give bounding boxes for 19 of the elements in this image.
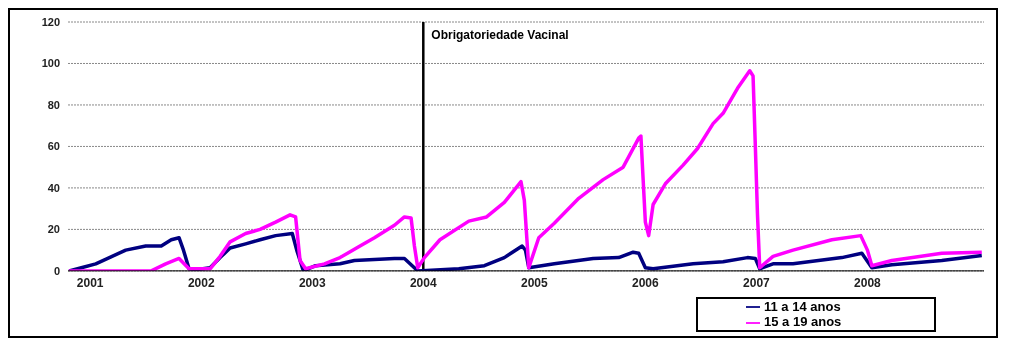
y-tick-label: 100 xyxy=(41,57,60,70)
line-series xyxy=(68,68,984,271)
y-tick-label: 0 xyxy=(53,264,60,277)
x-tick-label: 2002 xyxy=(187,276,215,291)
x-tick-label: 2006 xyxy=(632,276,660,291)
x-tick-label: 2003 xyxy=(298,276,326,291)
y-tick-label: 20 xyxy=(47,223,60,236)
x-tick-label: 2007 xyxy=(743,276,771,291)
x-tick-label: 2008 xyxy=(854,276,882,291)
y-tick-label: 120 xyxy=(41,15,60,28)
y-tick-label: 60 xyxy=(47,140,60,153)
y-tick-label: 40 xyxy=(47,181,60,194)
legend-label: 15 a 19 anos xyxy=(764,314,843,330)
ref-line-label: Obrigatoriedade Vacinal xyxy=(431,27,569,42)
x-tick-label: 2004 xyxy=(409,276,437,291)
x-tick-label: 2005 xyxy=(520,276,548,291)
x-tick-label: 2001 xyxy=(76,276,104,291)
y-tick-label: 80 xyxy=(47,98,60,111)
legend-label: 11 a 14 anos xyxy=(764,298,842,314)
